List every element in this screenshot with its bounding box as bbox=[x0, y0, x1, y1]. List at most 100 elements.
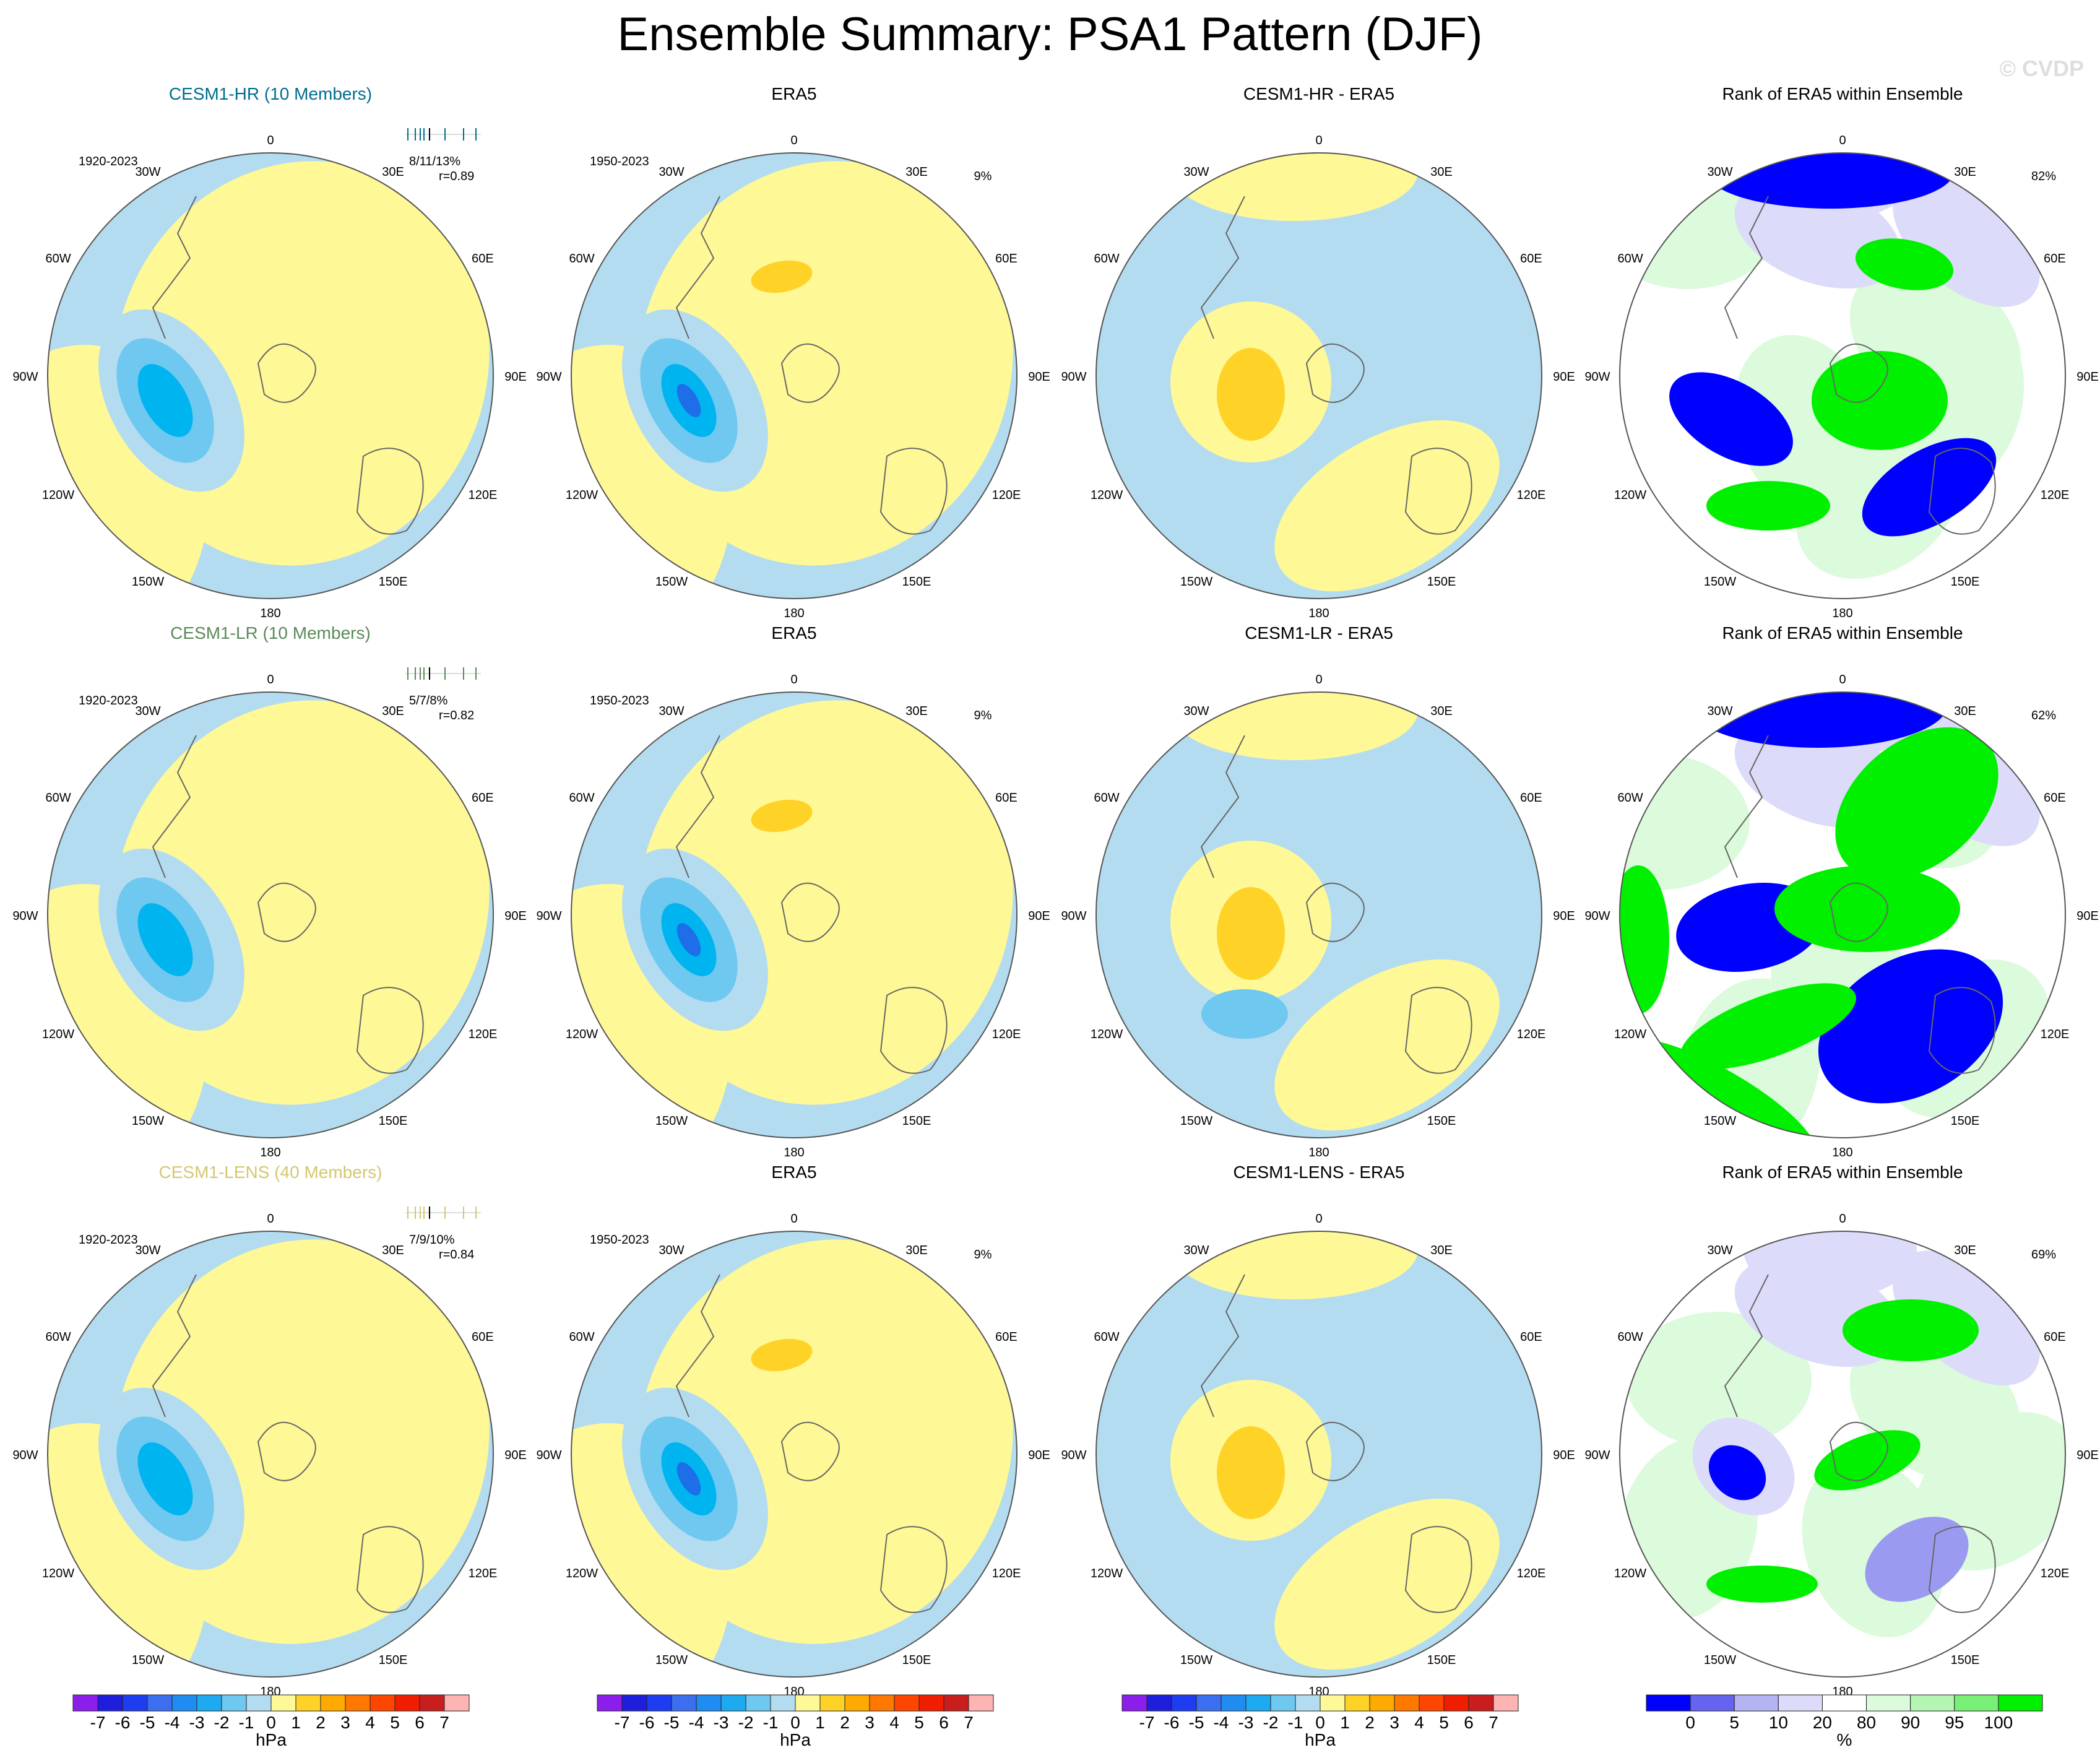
rank-percent: 82% bbox=[2031, 170, 2056, 183]
colorbar-tick-label: 3 bbox=[340, 1713, 350, 1732]
pattern-correlation: r=0.84 bbox=[439, 1248, 474, 1262]
colorbar-tick-label: 6 bbox=[415, 1713, 425, 1732]
rank-green-region bbox=[1812, 351, 1948, 450]
colorbar-swatch bbox=[646, 1694, 672, 1712]
map-border bbox=[1619, 691, 2066, 1138]
longitude-label: 0 bbox=[1315, 1212, 1322, 1226]
longitude-label: 120E bbox=[992, 1567, 1021, 1580]
obs-variance-pct: 9% bbox=[974, 1248, 992, 1262]
positive-anomaly bbox=[1170, 692, 1418, 760]
ensemble-stats: 7/9/10% bbox=[409, 1233, 455, 1247]
longitude-label: 90E bbox=[1028, 1449, 1050, 1462]
colorbar-swatch bbox=[1320, 1694, 1346, 1712]
ensemble-spread-ticks bbox=[405, 667, 481, 680]
colorbar-swatch bbox=[1245, 1694, 1271, 1712]
colorbar-hpa-1: -7 -6 -5 -4 -3 -2 -1 0 1 2 3 4 5 6 7 hPa bbox=[72, 1694, 470, 1749]
colorbar-tick-label: 2 bbox=[316, 1713, 326, 1732]
rank-green-region bbox=[1706, 1566, 1818, 1603]
model-period: 1920-2023 bbox=[79, 155, 138, 168]
positive-anomaly bbox=[1170, 1231, 1418, 1299]
longitude-label: 90E bbox=[1028, 909, 1050, 923]
obs-title: ERA5 bbox=[771, 1163, 816, 1182]
colorbar-swatch bbox=[943, 1694, 969, 1712]
longitude-label: 150E bbox=[902, 1114, 931, 1128]
colorbar-swatch bbox=[1646, 1694, 1691, 1712]
map-border bbox=[1619, 152, 2066, 599]
longitude-label: 60W bbox=[1094, 1330, 1119, 1344]
rank-green-region bbox=[1706, 481, 1830, 531]
map-border bbox=[47, 691, 494, 1138]
obs-title: ERA5 bbox=[771, 84, 816, 103]
longitude-label: 90W bbox=[12, 370, 38, 384]
longitude-label: 90E bbox=[1553, 1449, 1575, 1462]
longitude-label: 90W bbox=[12, 909, 38, 923]
obs-period: 1950-2023 bbox=[590, 1233, 649, 1247]
south-america-outline bbox=[1200, 196, 1245, 339]
longitude-label: 60E bbox=[1520, 252, 1542, 266]
negative-center bbox=[676, 923, 701, 956]
rank-green-region bbox=[1835, 727, 1998, 880]
australia-outline bbox=[879, 987, 948, 1074]
south-america-outline bbox=[152, 1274, 197, 1418]
map-border bbox=[47, 1231, 494, 1678]
longitude-label: 60W bbox=[1094, 791, 1119, 805]
colorbar-swatch bbox=[1295, 1694, 1321, 1712]
positive-core bbox=[751, 260, 813, 293]
colorbar-tick-label: 5 bbox=[914, 1713, 924, 1732]
positive-anomaly bbox=[1274, 1498, 1500, 1670]
model-period: 1920-2023 bbox=[79, 1233, 138, 1247]
longitude-label: 60W bbox=[1617, 791, 1643, 805]
longitude-label: 90W bbox=[536, 370, 561, 384]
colorbar-tick-label: 4 bbox=[365, 1713, 375, 1732]
longitude-label: 180 bbox=[260, 1146, 280, 1159]
map-border bbox=[1619, 1231, 2066, 1678]
colorbar-swatch bbox=[869, 1694, 895, 1712]
longitude-label: 150W bbox=[1704, 575, 1736, 589]
colorbar-tick-label: -6 bbox=[1164, 1713, 1180, 1732]
longitude-label: 30W bbox=[659, 165, 684, 179]
rank-light-blue-region bbox=[1893, 172, 2040, 307]
colorbar-tick-label: -7 bbox=[90, 1713, 106, 1732]
colorbar-tick-label: 20 bbox=[1813, 1713, 1832, 1732]
longitude-label: 150W bbox=[132, 1653, 164, 1667]
positive-core bbox=[751, 1338, 813, 1372]
longitude-label: 150W bbox=[655, 1114, 688, 1128]
positive-anomaly bbox=[1170, 153, 1418, 221]
colorbar-tick-label: -3 bbox=[189, 1713, 205, 1732]
longitude-label: 30W bbox=[1707, 1244, 1732, 1257]
longitude-label: 90E bbox=[504, 909, 527, 923]
model-title: CESM1-LENS (40 Members) bbox=[159, 1163, 382, 1182]
longitude-label: 0 bbox=[790, 134, 797, 147]
colorbar-tick-label: 80 bbox=[1857, 1713, 1876, 1732]
positive-core bbox=[1217, 348, 1285, 441]
longitude-label: 150E bbox=[902, 575, 931, 589]
rank-dark-blue-region bbox=[1688, 692, 1948, 748]
colorbar-tick-label: -2 bbox=[214, 1713, 230, 1732]
map-panel-r2-c2: 0 30E 60E 90E 120E 150E 180 150W 120W 90W 60W 30W ER… bbox=[536, 623, 1050, 1159]
obs-title: ERA5 bbox=[771, 623, 816, 643]
colorbar-swatch bbox=[72, 1694, 98, 1712]
colorbar-hpa-2: -7 -6 -5 -4 -3 -2 -1 0 1 2 3 4 5 6 7 hPa bbox=[597, 1694, 994, 1749]
australia-outline bbox=[356, 448, 424, 535]
longitude-label: 30W bbox=[135, 1244, 160, 1257]
rank-title: Rank of ERA5 within Ensemble bbox=[1722, 623, 1963, 643]
longitude-label: 90W bbox=[1584, 909, 1610, 923]
longitude-label: 30E bbox=[905, 704, 928, 718]
rank-pale-region bbox=[1626, 1312, 1812, 1448]
longitude-label: 60E bbox=[995, 791, 1018, 805]
colorbar-unit: hPa bbox=[256, 1730, 287, 1749]
south-america-outline bbox=[152, 735, 197, 878]
colorbar-swatch bbox=[671, 1694, 697, 1712]
colorbar-tick-label: -3 bbox=[1238, 1713, 1254, 1732]
colorbar-tick-label: 1 bbox=[815, 1713, 825, 1732]
map-border bbox=[1095, 691, 1542, 1138]
longitude-label: 120W bbox=[566, 1567, 598, 1580]
colorbar-swatch bbox=[1394, 1694, 1420, 1712]
longitude-label: 0 bbox=[267, 134, 274, 147]
colorbar-swatch bbox=[621, 1694, 647, 1712]
colorbar-tick-label: 100 bbox=[1984, 1713, 2013, 1732]
map-border bbox=[47, 152, 494, 599]
map-panel-r2-c1: 0 30E 60E 90E 120E 150E 180 150W 120W 90W 60W 30W CE… bbox=[12, 623, 527, 1159]
longitude-label: 30E bbox=[905, 1244, 928, 1257]
map-panel-r1-c4: 0 30E 60E 90E 120E 150E 180 150W 120W 90W 60W 30W Ra… bbox=[1584, 84, 2098, 620]
